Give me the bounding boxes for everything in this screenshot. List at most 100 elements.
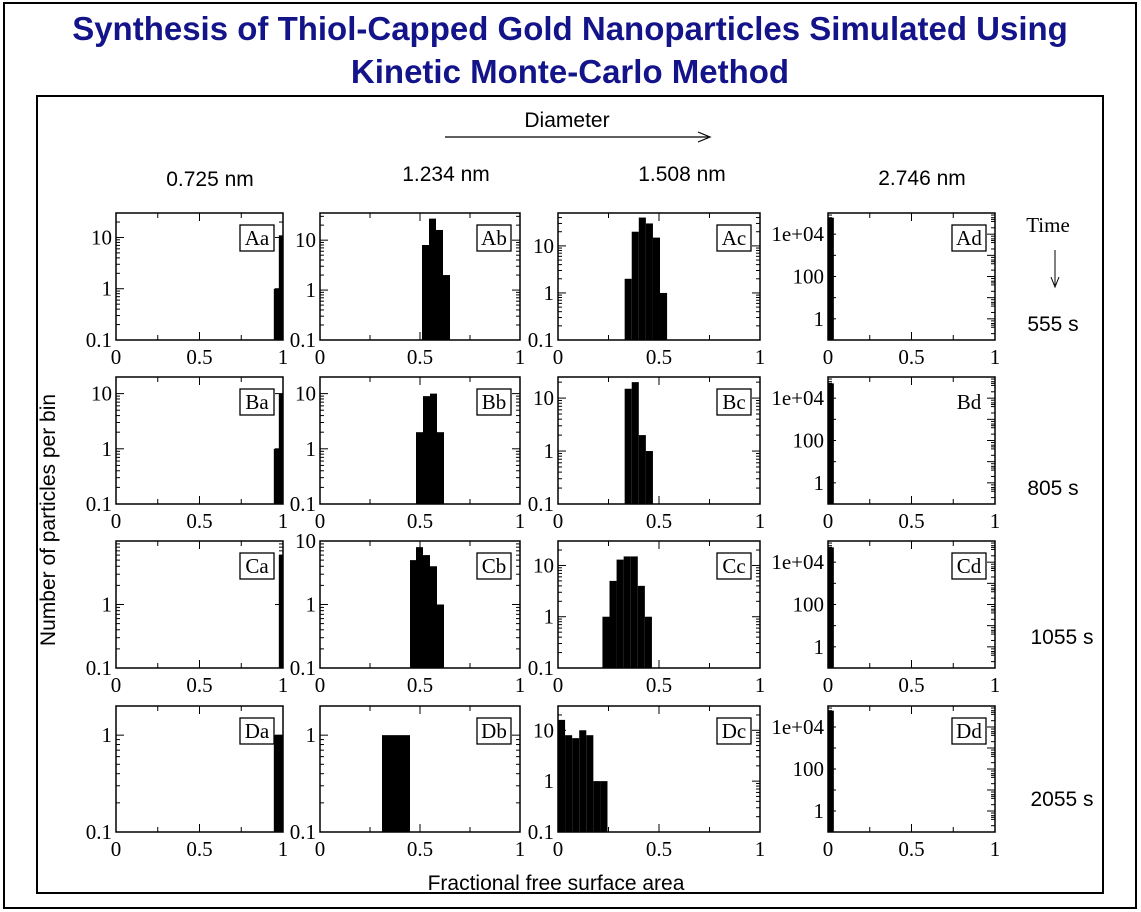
- x-tick-label: 1: [755, 673, 766, 697]
- y-tick-label: 1e+04: [771, 550, 824, 574]
- y-tick-label: 1: [102, 593, 113, 617]
- histogram-bar: [410, 560, 417, 668]
- histogram-bar: [278, 235, 283, 340]
- panel-label: Ca: [245, 554, 269, 578]
- column-header-1: 0.725 nm: [166, 168, 254, 191]
- panel-da: 0 0.5 1 0.1 1 Da: [86, 705, 289, 861]
- time-row-1: 555 s: [1027, 313, 1078, 336]
- panel-ab: 0 0.5 1 0.1 1 10 Ab: [290, 212, 525, 369]
- y-tick-label: 100: [793, 593, 825, 617]
- x-tick-label: 0: [111, 345, 122, 369]
- panel-label-box: [239, 717, 275, 745]
- x-tick-label: 1: [990, 673, 1001, 697]
- histogram-bar: [278, 735, 283, 832]
- histogram-bar: [652, 237, 661, 340]
- panel-bb: 0 0.5 1 0.1 1 10 Bb: [290, 376, 526, 533]
- histogram-bar: [416, 432, 423, 504]
- y-tick-label: 1: [102, 723, 113, 747]
- y-tick-label: 1: [544, 281, 555, 305]
- time-arrow-icon: [1050, 250, 1060, 289]
- x-tick-label: 0: [823, 837, 834, 861]
- panel-label-box: [239, 224, 275, 252]
- x-tick-label: 0.5: [186, 837, 212, 861]
- panel-label-box: [239, 388, 275, 416]
- panel-ca: 0 0.5 1 0.1 1 Ca: [86, 540, 288, 697]
- y-tick-label: 1: [102, 277, 113, 301]
- x-tick-label: 0: [111, 509, 122, 533]
- histogram-bar: [600, 781, 608, 832]
- x-tick-label: 1: [515, 837, 526, 861]
- histogram-bar: [416, 547, 423, 668]
- panel-label-box: [716, 717, 752, 745]
- y-tick-label: 0.1: [86, 328, 112, 352]
- x-tick-label: 1: [990, 509, 1001, 533]
- x-tick-label: 0: [823, 345, 834, 369]
- title-line-2: Kinetic Monte-Carlo Method: [351, 53, 789, 90]
- x-tick-label: 0.5: [407, 345, 433, 369]
- y-tick-label: 1: [544, 439, 555, 463]
- panel-aa: 0 0.5 1 0.1 1 10 Aa: [86, 212, 289, 369]
- histogram-bar: [660, 292, 668, 340]
- x-tick-label: 0: [111, 837, 122, 861]
- time-row-3: 1055 s: [1030, 626, 1093, 649]
- y-tick-label: 1: [306, 437, 317, 461]
- y-tick-label: 0.1: [290, 492, 316, 516]
- histogram-bar: [273, 448, 280, 504]
- y-tick-label: 1: [814, 635, 825, 659]
- x-tick-label: 1: [755, 509, 766, 533]
- histogram-bar: [593, 781, 601, 832]
- y-tick-label: 1: [544, 605, 555, 629]
- histogram-bar: [437, 604, 444, 668]
- histogram-bar: [579, 730, 587, 832]
- panel-label: Da: [245, 719, 270, 743]
- y-tick-label: 0.1: [290, 820, 316, 844]
- time-row-2: 805 s: [1027, 477, 1078, 500]
- x-tick-label: 0: [553, 509, 564, 533]
- x-tick-label: 1: [515, 509, 526, 533]
- panel-dc: 0 0.5 1 0.1 1 10 Dc: [528, 705, 766, 861]
- panel-label: Ab: [481, 226, 507, 250]
- x-tick-label: 0: [315, 837, 326, 861]
- x-tick-label: 0: [315, 673, 326, 697]
- panel-bd: 0 0.5 1 1 100 1e+04 Bd: [771, 376, 1001, 533]
- x-tick-label: 0: [823, 509, 834, 533]
- histogram-bar: [572, 738, 580, 832]
- x-tick-label: 0: [111, 673, 122, 697]
- histogram-bar: [645, 451, 653, 504]
- outer-frame: [3, 2, 1137, 909]
- panel-cc: 0 0.5 1 0.1 1 10 Cc: [528, 540, 766, 697]
- histogram-bar: [828, 547, 834, 668]
- x-tick-label: 1: [278, 837, 289, 861]
- y-axis-label: Number of particles per bin: [37, 394, 60, 646]
- histogram-bar: [624, 278, 632, 340]
- y-tick-label: 10: [533, 386, 554, 410]
- x-tick-label: 0: [553, 673, 564, 697]
- x-tick-label: 0: [315, 345, 326, 369]
- x-tick-label: 1: [278, 345, 289, 369]
- y-tick-label: 0.1: [528, 492, 554, 516]
- panel-label-box: [951, 552, 987, 580]
- panel-label: Dd: [956, 719, 982, 743]
- panel-label: Bb: [482, 390, 507, 414]
- column-header-4: 2.746 nm: [878, 167, 966, 190]
- histogram-bar: [403, 735, 410, 832]
- x-tick-label: 1: [278, 509, 289, 533]
- x-tick-label: 1: [755, 837, 766, 861]
- panel-label-box: [716, 224, 752, 252]
- panel-cb: 0 0.5 1 0.1 1 10 Cb: [290, 529, 526, 697]
- x-tick-label: 0.5: [898, 837, 924, 861]
- time-row-4: 2055 s: [1030, 788, 1093, 811]
- y-tick-label: 100: [793, 429, 825, 453]
- y-tick-label: 10: [91, 382, 112, 406]
- histogram-bar: [443, 275, 450, 340]
- histogram-bar: [638, 435, 646, 504]
- histogram-bar: [637, 585, 645, 668]
- panel-label-box: [951, 224, 987, 252]
- x-tick-label: 0: [553, 837, 564, 861]
- y-tick-label: 1: [544, 769, 555, 793]
- histogram-bar: [623, 556, 631, 668]
- panel-db: 0 0.5 1 0.1 1 Db: [290, 705, 526, 861]
- x-tick-label: 0.5: [407, 509, 433, 533]
- panel-label: Cb: [482, 554, 507, 578]
